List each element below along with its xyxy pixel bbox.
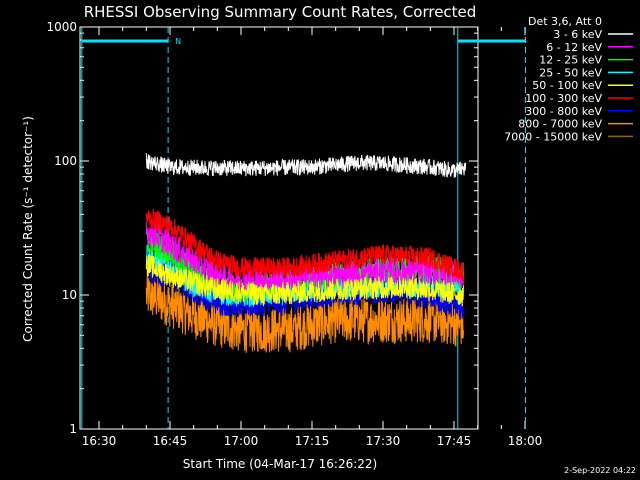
x-tick-label: 18:00	[508, 434, 543, 448]
legend-label: 100 - 300 keV	[525, 92, 602, 105]
legend-header: Det 3,6, Att 0	[528, 15, 602, 28]
series-line-5	[145, 254, 464, 307]
legend-label: 12 - 25 keV	[539, 54, 602, 67]
x-tick-label: 17:30	[366, 434, 401, 448]
legend-label: 25 - 50 keV	[539, 66, 602, 79]
x-axis-label: Start Time (04-Mar-17 16:26:22)	[183, 457, 377, 471]
x-tick-label: 17:00	[224, 434, 259, 448]
series-line-8	[145, 272, 464, 353]
y-axis-label: Corrected Count Rate (s⁻¹ detector⁻¹)	[21, 116, 35, 342]
legend-label: 800 - 7000 keV	[518, 118, 602, 131]
x-tick-label: 17:45	[437, 434, 472, 448]
x-tick-label: 17:15	[295, 434, 330, 448]
y-tick-label: 1	[69, 422, 77, 436]
legend-label: 7000 - 15000 keV	[504, 130, 602, 143]
series-line-6	[145, 209, 464, 282]
y-tick-label: 1000	[46, 20, 77, 34]
night-label: N	[175, 37, 181, 46]
legend-label: 300 - 800 keV	[525, 105, 602, 118]
x-tick-label: 16:30	[82, 434, 117, 448]
generation-timestamp: 2-Sep-2022 04:22	[564, 466, 636, 475]
legend-label: 50 - 100 keV	[532, 79, 602, 92]
chart-title: RHESSI Observing Summary Count Rates, Co…	[84, 3, 477, 21]
legend-label: 6 - 12 keV	[546, 41, 602, 54]
y-tick-label: 100	[54, 154, 77, 168]
series-line-1	[145, 153, 467, 178]
plot-frame	[79, 26, 479, 430]
x-tick-label: 16:45	[153, 434, 188, 448]
legend-label: 3 - 6 keV	[553, 28, 602, 41]
y-tick-label: 10	[62, 288, 77, 302]
